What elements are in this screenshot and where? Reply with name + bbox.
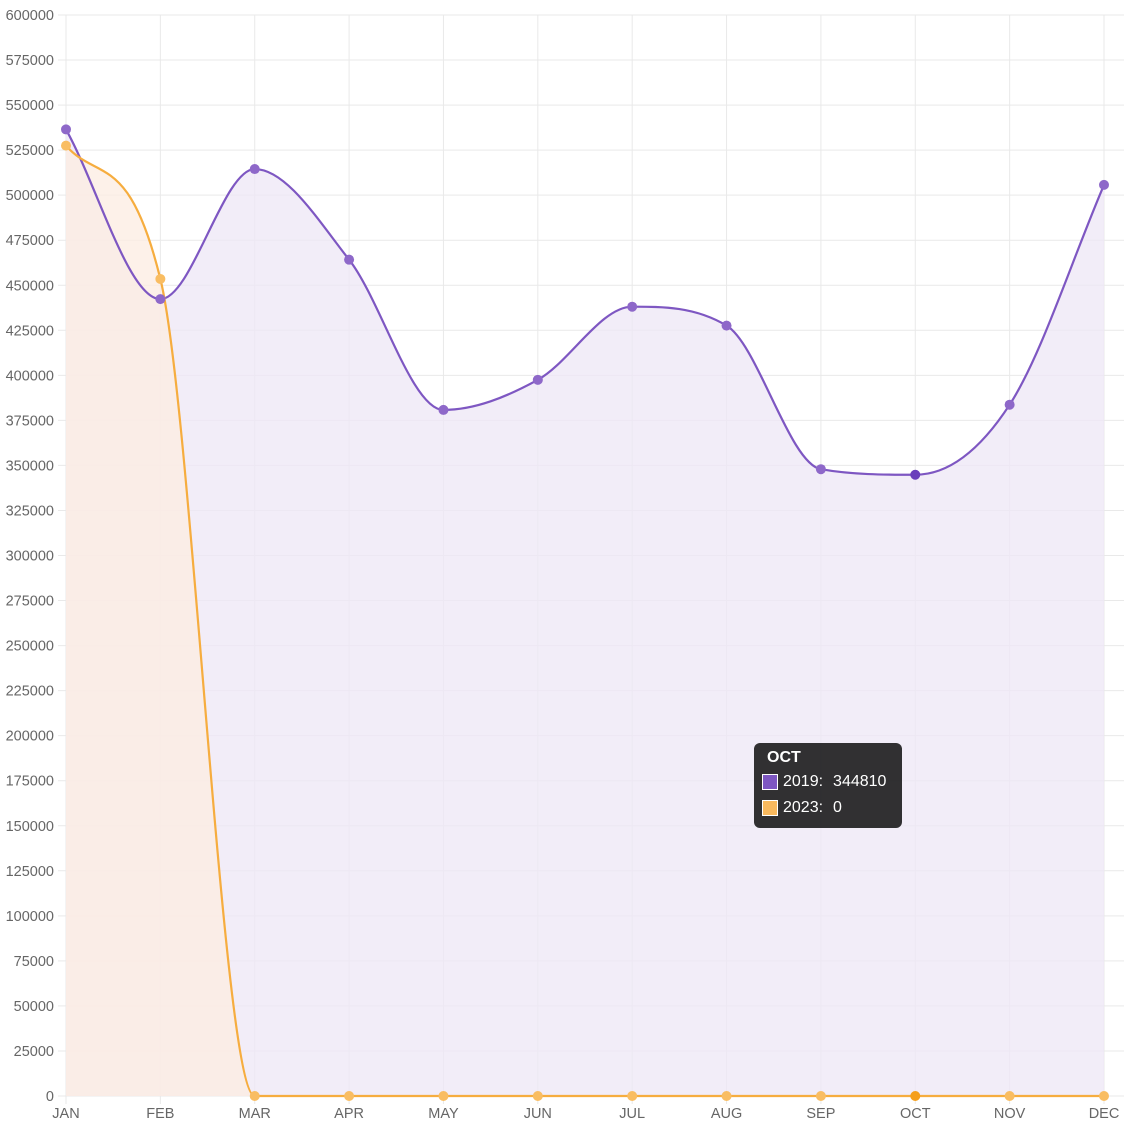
y-tick-label: 500000 bbox=[6, 188, 54, 204]
y-tick-label: 600000 bbox=[6, 8, 54, 24]
data-point-2023[interactable] bbox=[910, 1091, 921, 1101]
area-2023 bbox=[66, 145, 1104, 1096]
data-point-2019[interactable] bbox=[910, 469, 921, 480]
x-axis-labels: JAN FEB MAR APR MAY JUN JUL AUG SEP OCT NOV DEC bbox=[52, 1106, 1119, 1122]
y-tick-label: 375000 bbox=[6, 413, 54, 429]
x-tick-label: APR bbox=[334, 1106, 364, 1122]
y-tick-label: 300000 bbox=[6, 549, 54, 565]
y-tick-label: 75000 bbox=[14, 954, 54, 970]
y-tick-label: 575000 bbox=[6, 53, 54, 69]
area-2019 bbox=[66, 129, 1104, 1097]
data-point-2019[interactable] bbox=[249, 164, 260, 175]
data-point-2023[interactable] bbox=[1004, 1091, 1015, 1101]
tooltip-label-2023: 2023: bbox=[783, 799, 824, 816]
y-tick-label: 25000 bbox=[14, 1044, 54, 1060]
data-point-2019[interactable] bbox=[1004, 399, 1015, 410]
data-point-2019[interactable] bbox=[815, 464, 826, 475]
x-tick-label: JUN bbox=[524, 1106, 552, 1122]
y-tick-label: 275000 bbox=[6, 594, 54, 610]
tooltip-swatch-2023 bbox=[762, 800, 778, 816]
data-point-2019[interactable] bbox=[1099, 179, 1109, 190]
area-layer bbox=[66, 129, 1104, 1097]
x-tick-label: MAY bbox=[428, 1106, 459, 1122]
data-point-2023[interactable] bbox=[249, 1091, 260, 1101]
y-tick-label: 150000 bbox=[6, 819, 54, 835]
line-layer bbox=[65, 128, 1106, 1098]
y-tick-label: 550000 bbox=[6, 98, 54, 114]
data-point-2019[interactable] bbox=[532, 374, 543, 385]
y-tick-label: 225000 bbox=[6, 684, 54, 700]
point-layer bbox=[61, 124, 1109, 1101]
x-tick-label: SEP bbox=[806, 1106, 835, 1122]
x-tick-label: JUL bbox=[619, 1106, 645, 1122]
y-tick-label: 125000 bbox=[6, 864, 54, 880]
y-tick-label: 200000 bbox=[6, 729, 54, 745]
data-point-2023[interactable] bbox=[815, 1091, 826, 1101]
data-point-2023[interactable] bbox=[438, 1091, 449, 1101]
y-tick-label: 250000 bbox=[6, 639, 54, 655]
tooltip-swatch-2019 bbox=[762, 774, 778, 790]
y-tick-label: 475000 bbox=[6, 233, 54, 249]
data-point-2019[interactable] bbox=[627, 301, 638, 312]
data-point-2023[interactable] bbox=[155, 273, 166, 284]
y-tick-label: 100000 bbox=[6, 909, 54, 925]
data-point-2023[interactable] bbox=[61, 140, 71, 151]
y-tick-label: 50000 bbox=[14, 999, 54, 1015]
x-tick-label: OCT bbox=[900, 1106, 931, 1122]
tooltip-value-2023: 0 bbox=[833, 799, 842, 816]
chart-tooltip: OCT 2019: 344810 2023: 0 bbox=[754, 743, 902, 828]
y-tick-label: 325000 bbox=[6, 503, 54, 519]
tooltip-row-2019: 2019: 344810 bbox=[762, 773, 894, 791]
y-tick-label: 175000 bbox=[6, 774, 54, 790]
data-point-2023[interactable] bbox=[1099, 1091, 1109, 1101]
data-point-2019[interactable] bbox=[155, 294, 166, 305]
y-tick-label: 400000 bbox=[6, 368, 54, 384]
x-tick-label: JAN bbox=[52, 1106, 79, 1122]
y-tick-label: 350000 bbox=[6, 458, 54, 474]
y-tick-label: 450000 bbox=[6, 278, 54, 294]
y-axis-labels: 0 25000 50000 75000 100000 125000 150000 175000… bbox=[6, 8, 54, 1105]
y-tick-label: 0 bbox=[46, 1089, 54, 1105]
data-point-2019[interactable] bbox=[344, 254, 355, 265]
data-point-2019[interactable] bbox=[721, 320, 732, 331]
y-tick-label: 425000 bbox=[6, 323, 54, 339]
data-point-2023[interactable] bbox=[721, 1091, 732, 1101]
x-tick-label: MAR bbox=[239, 1106, 271, 1122]
x-tick-label: FEB bbox=[146, 1106, 174, 1122]
tooltip-title: OCT bbox=[767, 749, 801, 766]
tooltip-label-2019: 2019: bbox=[783, 773, 824, 790]
x-tick-label: AUG bbox=[711, 1106, 742, 1122]
data-point-2019[interactable] bbox=[61, 124, 71, 135]
data-point-2023[interactable] bbox=[627, 1091, 638, 1101]
x-tick-label: DEC bbox=[1089, 1106, 1120, 1122]
data-point-2023[interactable] bbox=[344, 1091, 355, 1101]
data-point-2019[interactable] bbox=[438, 404, 449, 415]
series-line-2019 bbox=[65, 128, 1106, 476]
tooltip-row-2023: 2023: 0 bbox=[762, 799, 894, 817]
series-line-2023 bbox=[65, 144, 1104, 1098]
data-point-2023[interactable] bbox=[532, 1091, 543, 1101]
y-tick-label: 525000 bbox=[6, 143, 54, 159]
x-tick-label: NOV bbox=[994, 1106, 1026, 1122]
tooltip-value-2019: 344810 bbox=[833, 773, 887, 790]
